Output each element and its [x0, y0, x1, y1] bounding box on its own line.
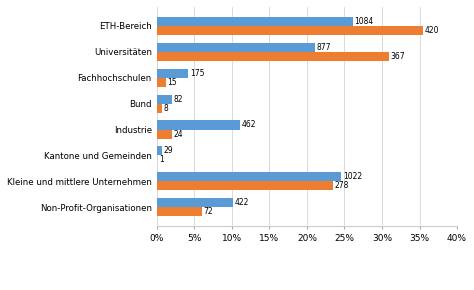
Bar	[157, 95, 172, 104]
Text: 15: 15	[168, 78, 177, 87]
Bar	[157, 69, 188, 78]
Text: 72: 72	[204, 207, 213, 216]
Bar	[157, 104, 162, 113]
Bar	[157, 26, 423, 35]
Text: 24: 24	[173, 130, 183, 139]
Bar	[157, 78, 166, 87]
Text: 1022: 1022	[343, 172, 362, 181]
Text: 1084: 1084	[354, 17, 374, 26]
Bar	[157, 207, 202, 216]
Text: 877: 877	[317, 43, 331, 52]
Text: 29: 29	[164, 146, 173, 155]
Bar	[157, 130, 172, 139]
Bar	[157, 52, 389, 61]
Bar	[157, 17, 353, 26]
Bar	[157, 43, 315, 52]
Text: 420: 420	[424, 26, 439, 35]
Bar	[157, 120, 240, 130]
Bar	[157, 181, 333, 190]
Text: 462: 462	[242, 120, 256, 130]
Text: 82: 82	[173, 95, 182, 104]
Text: 422: 422	[235, 198, 249, 207]
Text: 367: 367	[391, 52, 405, 61]
Bar	[157, 146, 162, 155]
Text: 1: 1	[159, 155, 164, 164]
Text: 175: 175	[190, 69, 204, 78]
Text: 278: 278	[334, 181, 349, 190]
Bar	[157, 172, 341, 181]
Bar	[157, 198, 233, 207]
Text: 8: 8	[163, 104, 168, 113]
